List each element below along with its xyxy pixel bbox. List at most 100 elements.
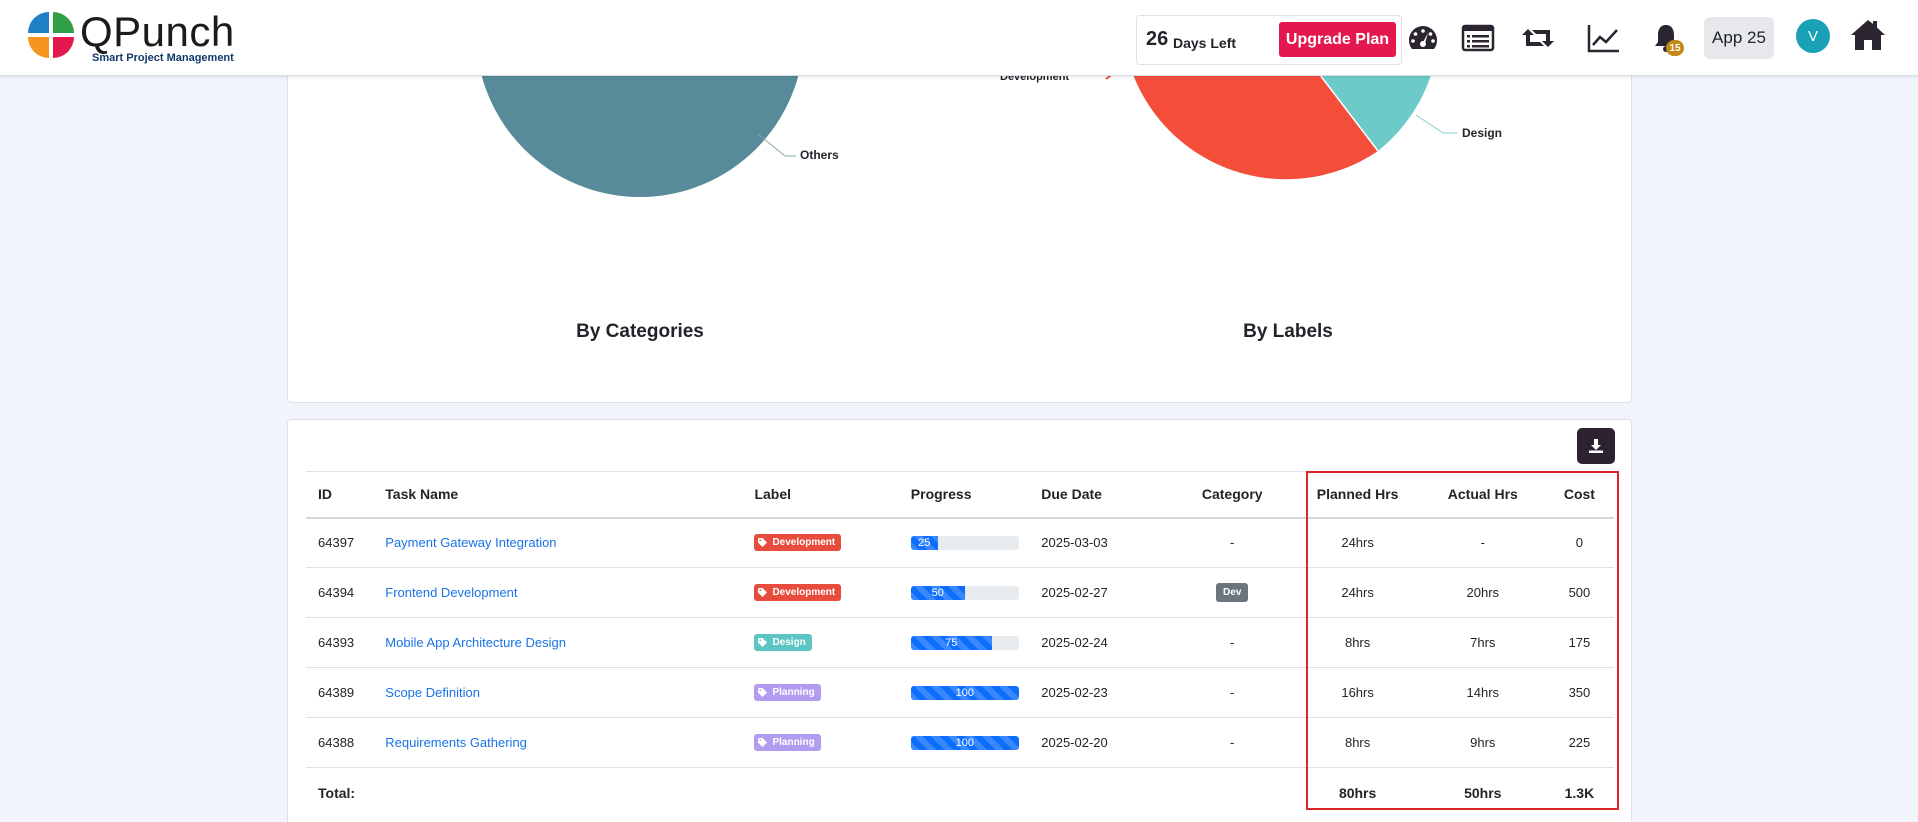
cost: 350 [1544,667,1614,718]
chart-caption-by-categories: By Categories [576,321,704,342]
app-selector[interactable]: App 25 [1704,17,1774,59]
logo-tagline: Smart Project Management [92,52,234,64]
cost: 0 [1544,517,1614,568]
task-name-link[interactable]: Frontend Development [385,585,518,600]
category-badge[interactable]: Dev [1216,583,1249,602]
upgrade-plan-button[interactable]: Upgrade Plan [1279,22,1396,57]
col-header-label[interactable]: Label [754,471,911,519]
tag-icon [758,538,772,548]
actual-hrs: 9hrs [1420,717,1545,768]
col-header-id[interactable]: ID [306,471,386,519]
download-button[interactable] [1577,428,1615,464]
progress-fill: 100 [910,685,1019,700]
due-date: 2025-02-24 [1041,617,1170,668]
trial-days-box: 26 Days Left Upgrade Plan [1136,15,1402,65]
bell-icon[interactable]: 15 [1646,18,1686,58]
total-planned-hrs: 80hrs [1338,784,1377,801]
cost: 225 [1544,717,1614,768]
progress-bar: 100 [910,735,1019,750]
task-name-link[interactable]: Mobile App Architecture Design [385,635,566,650]
home-icon[interactable] [1848,15,1888,55]
col-header-actual-hrs[interactable]: Actual Hrs [1420,471,1545,519]
total-cost: 1.3K [1564,784,1595,801]
task-name-link[interactable]: Payment Gateway Integration [385,535,557,551]
col-header-planned-hrs[interactable]: Planned Hrs [1294,471,1421,519]
col-header-progress[interactable]: Progress [910,471,1042,519]
task-id: 64388 [306,717,386,768]
days-left-number: 26 [1146,28,1169,50]
col-header-cost[interactable]: Cost [1544,471,1614,519]
table-row[interactable]: 64394 Frontend Development Development 50 20… [306,567,1614,618]
category-value: - [1230,635,1235,650]
planned-hrs: 16hrs [1294,667,1421,718]
logo-name: QPunch [80,8,235,55]
days-left-label: Days Left [1173,35,1237,51]
chart-line-icon[interactable] [1584,18,1624,58]
tag-icon [758,688,772,697]
category-value: - [1230,535,1235,551]
category-value: - [1230,685,1235,700]
task-name-link[interactable]: Scope Definition [385,685,480,700]
table-header-row: ID Task Name Label Progress Due Date Cat… [306,471,1614,519]
total-actual-hrs: 50hrs [1464,784,1502,801]
label-badge[interactable]: Planning [754,734,821,751]
label-badge[interactable]: Planning [754,684,821,701]
task-table: ID Task Name Label Progress Due Date Cat… [306,471,1614,818]
progress-fill: 75 [910,635,992,650]
tag-icon [758,638,772,647]
task-table-card: ID Task Name Label Progress Due Date Cat… [287,419,1632,822]
category-value: - [1230,735,1235,750]
due-date: 2025-02-20 [1041,717,1170,768]
tag-icon [758,738,772,747]
actual-hrs: 20hrs [1420,567,1545,618]
progress-fill: 25 [910,535,938,550]
col-header-due-date[interactable]: Due Date [1041,471,1170,519]
table-row[interactable]: 64388 Requirements Gathering Planning 100 20… [306,717,1614,768]
label-text: Planning [772,687,815,698]
progress-bar: 50 [910,585,1019,600]
chart-caption-by-labels: By Labels [1243,321,1333,342]
user-avatar[interactable]: V [1796,19,1830,53]
due-date: 2025-02-23 [1041,667,1170,718]
progress-bar: 75 [910,635,1019,650]
col-header-task-name[interactable]: Task Name [385,471,755,519]
list-icon[interactable] [1458,18,1498,58]
due-date: 2025-03-03 [1041,517,1170,568]
actual-hrs: 14hrs [1420,667,1545,718]
progress-fill: 50 [910,585,965,600]
label-text: Development [772,587,836,598]
progress-fill: 100 [910,735,1019,750]
table-total-row: Total: 80hrs 50hrs 1.3K [306,768,1614,818]
cost: 500 [1544,567,1614,618]
due-date: 2025-02-27 [1041,567,1170,618]
planned-hrs: 8hrs [1294,617,1421,668]
notification-count-badge: 15 [1666,40,1684,56]
leader-line-others [757,133,796,157]
actual-hrs: 7hrs [1420,617,1545,668]
task-id: 64393 [306,617,386,668]
label-text: Development [772,537,836,549]
pie-label-others: Others [800,148,839,162]
tag-icon [758,588,772,597]
retweet-icon[interactable] [1518,18,1558,58]
label-text: Planning [772,737,815,748]
logo-mark-icon [28,12,74,58]
label-badge[interactable]: Development [754,584,842,601]
label-badge[interactable]: Design [754,634,812,651]
table-row[interactable]: 64389 Scope Definition Planning 100 2025-02-… [306,667,1614,718]
task-name-link[interactable]: Requirements Gathering [385,735,527,750]
progress-bar: 25 [910,535,1019,550]
actual-hrs: - [1420,517,1545,568]
top-navbar: QPunch Smart Project Management 26 Days … [0,0,1918,76]
qpunch-logo[interactable]: QPunch Smart Project Management [26,8,256,66]
label-badge[interactable]: Development [754,534,842,552]
dashboard-icon[interactable] [1403,18,1443,58]
planned-hrs: 24hrs [1294,567,1421,618]
planned-hrs: 24hrs [1294,517,1421,568]
leader-line-design [1415,114,1458,134]
table-row[interactable]: 64397 Payment Gateway Integration Developm… [306,517,1614,568]
label-text: Design [772,637,806,648]
planned-hrs: 8hrs [1294,717,1421,768]
table-row[interactable]: 64393 Mobile App Architecture Design Desig… [306,617,1614,668]
col-header-category[interactable]: Category [1169,471,1295,519]
